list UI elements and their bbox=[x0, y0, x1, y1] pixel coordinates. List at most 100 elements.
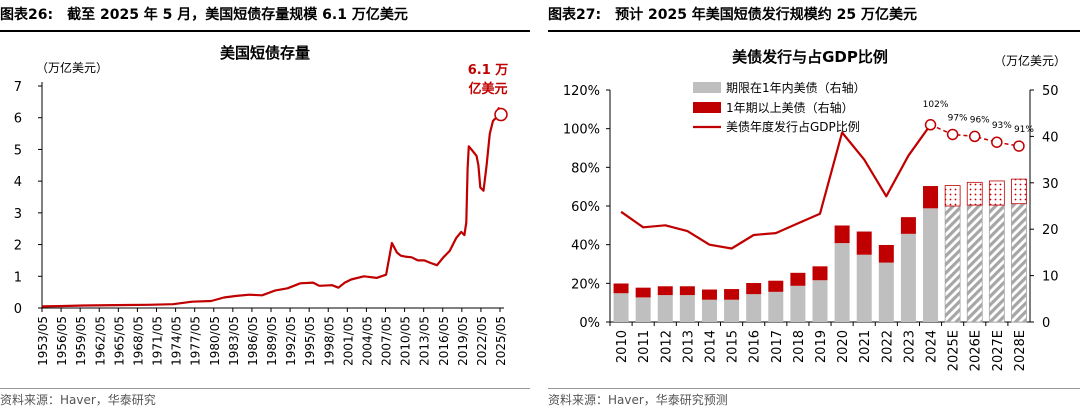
left-header: 图表26: 截至 2025 年 5 月，美国短债存量规模 6.1 万亿美元 bbox=[0, 0, 530, 32]
right-chart-panel: 图表27: 预计 2025 年美国短债发行规模约 25 万亿美元 美债发行与占GD… bbox=[548, 0, 1080, 412]
bar-long-term bbox=[768, 280, 784, 292]
left-annotation-line2: 亿美元 bbox=[468, 81, 507, 97]
left-x-tick-label: 1959/05 bbox=[74, 316, 88, 366]
left-x-tick-label: 2010/05 bbox=[399, 316, 413, 366]
bar-short-term bbox=[856, 254, 872, 322]
bar-short-term bbox=[768, 291, 784, 322]
left-y-tick-label: 3 bbox=[14, 207, 22, 222]
right-x-tick-label: 2023 bbox=[902, 330, 917, 363]
right-axis-tick-label: 10 bbox=[1042, 270, 1059, 285]
left-header-title: 截至 2025 年 5 月，美国短债存量规模 6.1 万亿美元 bbox=[67, 7, 408, 23]
bar-short-term bbox=[701, 299, 717, 322]
bar-short-term bbox=[988, 204, 1005, 323]
left-x-tick-label: 2004/05 bbox=[360, 316, 374, 366]
left-chart-title: 美国短债存量 bbox=[220, 44, 310, 62]
gdp-ratio-value-label: 96% bbox=[970, 115, 990, 125]
right-x-tick-label: 2018 bbox=[792, 330, 807, 363]
left-line-chart: 美国短债存量 （万亿美元） 0 1 2 3 4 5 6 7 1953/05 1956/05 1959/0… bbox=[14, 44, 509, 366]
bar-short-term bbox=[679, 295, 695, 322]
left-series-line bbox=[41, 107, 502, 308]
gdp-ratio-value-label: 102% bbox=[923, 100, 949, 110]
right-axis-tick-label: 40 bbox=[1042, 130, 1059, 145]
left-x-tick-label: 1992/05 bbox=[284, 316, 298, 366]
left-x-tick-label: 1986/05 bbox=[246, 316, 260, 366]
bar-long-term bbox=[988, 180, 1005, 206]
right-y-axis-unit-label: （万亿美元） bbox=[994, 53, 1066, 68]
left-x-tick-label: 2013/05 bbox=[418, 316, 432, 366]
bar-short-term bbox=[944, 205, 961, 323]
right-axis-tick-label: 30 bbox=[1042, 177, 1059, 192]
left-y-tick-label: 1 bbox=[14, 270, 22, 285]
right-source-note: 资料来源：Haver，华泰研究预测 bbox=[548, 388, 1080, 411]
right-x-tick-label: 2016 bbox=[748, 330, 763, 363]
right-x-tick-label: 2024 bbox=[925, 330, 940, 363]
bar-long-term bbox=[834, 225, 850, 244]
left-axis-tick-label: 40% bbox=[571, 239, 600, 254]
left-x-tick-label: 2016/05 bbox=[437, 316, 451, 366]
right-x-tick-label: 2021 bbox=[858, 330, 873, 363]
right-x-tick-label: 2014 bbox=[703, 330, 718, 363]
right-x-tick-label: 2013 bbox=[681, 330, 696, 363]
left-x-tick-label: 1953/05 bbox=[36, 316, 50, 366]
legend-swatch-short-term bbox=[693, 82, 721, 93]
bar-short-term bbox=[790, 285, 806, 322]
bar-long-term bbox=[746, 283, 762, 295]
gdp-ratio-value-label: 91% bbox=[1014, 125, 1034, 135]
left-x-tick-label: 2025/05 bbox=[494, 316, 508, 366]
left-x-tick-label: 1956/05 bbox=[55, 316, 69, 366]
legend-label-short-term: 期限在1年内美债（右轴） bbox=[726, 80, 866, 95]
right-x-tick-label: 2010 bbox=[615, 330, 630, 363]
right-x-tick-label: 2020 bbox=[836, 330, 851, 363]
left-x-tick-label: 1974/05 bbox=[170, 316, 184, 366]
right-legend: 期限在1年内美债（右轴） 1年期以上美债（右轴） 美债年度发行占GDP比例 bbox=[693, 80, 866, 134]
left-x-tick-label: 1983/05 bbox=[227, 316, 241, 366]
left-y-tick-label: 6 bbox=[14, 112, 22, 127]
bar-long-term bbox=[966, 181, 983, 206]
bar-short-term bbox=[657, 295, 673, 322]
right-x-tick-label: 2011 bbox=[637, 330, 652, 363]
right-axis-tick-label: 0 bbox=[1042, 316, 1050, 331]
left-y-tick-label: 2 bbox=[14, 239, 22, 254]
gdp-ratio-marker bbox=[924, 119, 937, 131]
left-x-tick-label: 1962/05 bbox=[93, 316, 107, 366]
bar-long-term bbox=[1011, 178, 1027, 205]
bar-long-term bbox=[701, 289, 717, 300]
left-axis-tick-label: 20% bbox=[571, 277, 600, 292]
left-axis-tick-label: 0% bbox=[579, 316, 600, 331]
left-axis-tick-label: 100% bbox=[563, 123, 600, 138]
right-axis-tick-label: 20 bbox=[1042, 223, 1059, 238]
gdp-ratio-line bbox=[620, 124, 932, 250]
left-endpoint-marker bbox=[494, 107, 508, 122]
right-x-tick-label: 2012 bbox=[659, 330, 674, 363]
bar-short-term bbox=[635, 297, 651, 322]
gdp-ratio-marker bbox=[991, 136, 1003, 148]
right-x-tick-label: 2025E bbox=[947, 330, 962, 371]
right-x-tick-label: 2028E bbox=[1013, 330, 1028, 371]
left-y-tick-label: 7 bbox=[14, 80, 22, 95]
left-x-tick-label: 1998/05 bbox=[322, 316, 336, 366]
right-chart-title: 美债发行与占GDP比例 bbox=[732, 48, 888, 66]
bar-short-term bbox=[923, 208, 939, 322]
bar-long-term bbox=[790, 272, 806, 286]
left-y-tick-label: 4 bbox=[14, 175, 22, 190]
bar-short-term bbox=[613, 293, 629, 322]
legend-label-long-term: 1年期以上美债（右轴） bbox=[726, 100, 854, 115]
left-source-note: 资料来源：Haver，华泰研究 bbox=[0, 388, 530, 411]
left-y-axis: 0 1 2 3 4 5 6 7 bbox=[14, 80, 42, 317]
right-bar-line-chart: 美债发行与占GDP比例 （万亿美元）0%20%40%60%80%100%120%0… bbox=[563, 48, 1066, 371]
bar-long-term bbox=[878, 244, 894, 263]
left-axis-tick-label: 120% bbox=[563, 84, 600, 99]
bar-short-term bbox=[746, 294, 762, 322]
right-x-axis: 2010 2011 2012 2013 2014 2015 2016 2017 2018 2019… bbox=[609, 322, 1028, 371]
legend-swatch-long-term bbox=[693, 102, 721, 113]
gdp-ratio-marker bbox=[1013, 140, 1025, 152]
bar-short-term bbox=[878, 262, 894, 322]
left-x-tick-label: 1977/05 bbox=[189, 316, 203, 366]
bar-long-term bbox=[812, 266, 828, 281]
left-x-tick-label: 2019/05 bbox=[456, 316, 470, 366]
right-x-tick-label: 2015 bbox=[726, 330, 741, 363]
right-header-number: 图表27: bbox=[548, 7, 602, 23]
left-x-tick-label: 1971/05 bbox=[151, 316, 165, 366]
bar-long-term bbox=[679, 286, 695, 296]
left-x-tick-label: 2007/05 bbox=[380, 316, 394, 366]
